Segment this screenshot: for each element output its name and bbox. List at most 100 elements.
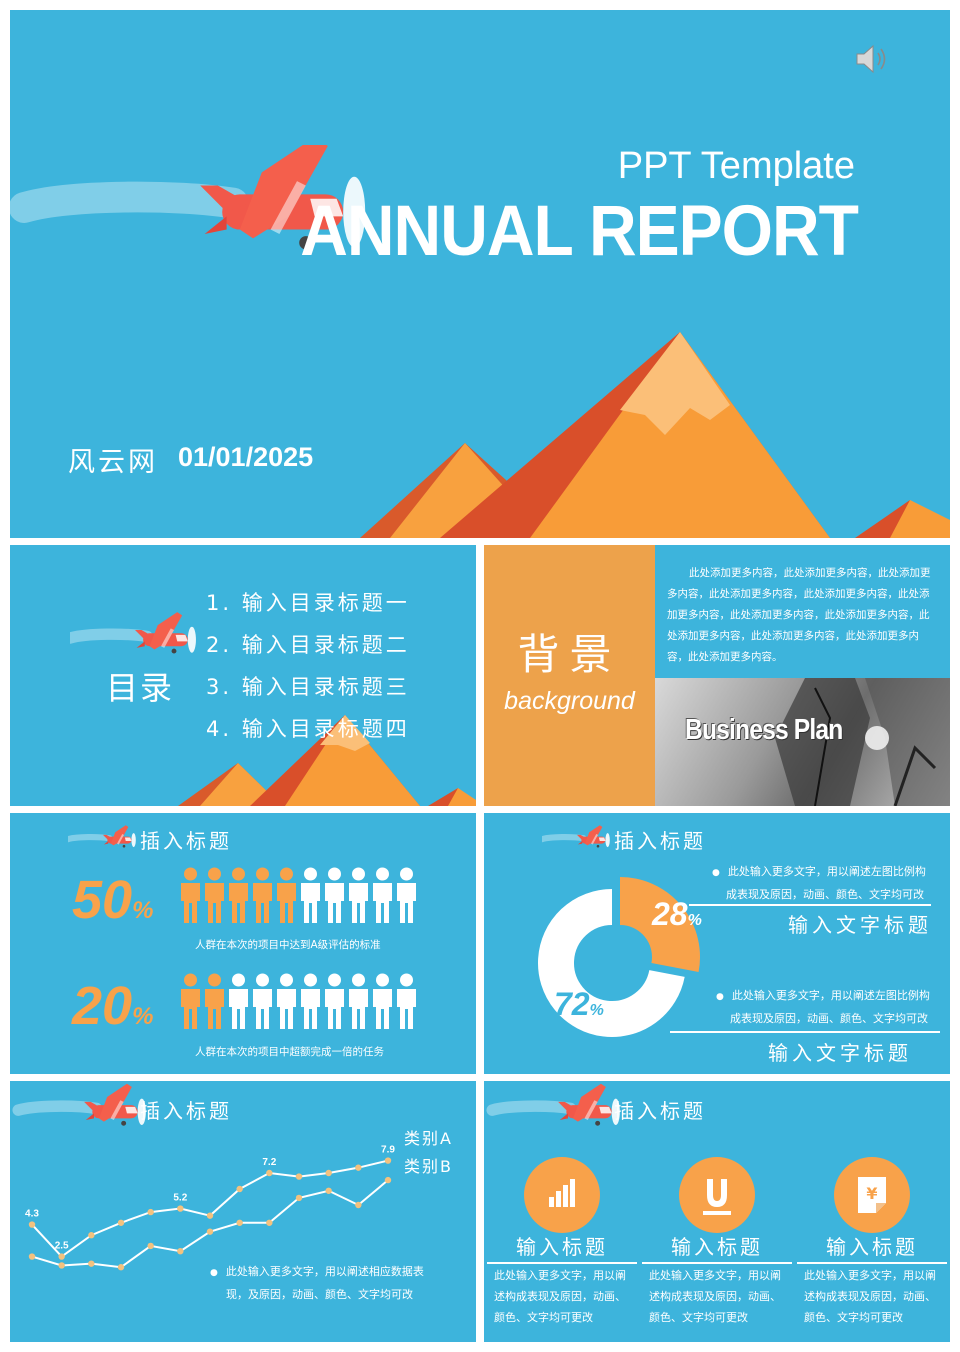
line-chart: 4.3 2.5 5.2 7.2 7.9 [25,1145,395,1271]
feature-circle-2[interactable] [679,1157,755,1233]
data-point [88,1232,95,1239]
note-text: 成表现及原因，动画、颜色、文字均可改 [726,888,924,901]
donut-note-2: ● 此处输入更多文字，用以阐述左图比例构 成表现及原因，动画、颜色、文字均可改 [716,985,930,1029]
person-icon [373,867,392,923]
data-point [325,1169,332,1177]
person-icon-highlighted [181,867,200,923]
slide-heading: 插入标题 [614,1099,706,1123]
icon-features-slide[interactable]: 插入标题 输入标题 此处输入更多文字，用以阐述构成表现及原因，动画、颜色、文字均… [484,1081,950,1342]
background-title: 背景 [517,630,622,679]
feature-description: 此处输入更多文字，用以阐述构成表现及原因，动画、颜色、文字均可更改 [494,1269,626,1324]
data-point [206,1228,214,1235]
data-point [325,1187,332,1194]
stat-percent-unit: % [132,897,154,924]
person-icon-highlighted [253,867,272,923]
person-icon [349,867,368,923]
person-icon [397,867,416,923]
data-label: 2.5 [55,1241,69,1252]
person-icon-highlighted [181,973,200,1029]
person-icon-highlighted [229,867,248,923]
author-name: 风云网 [68,447,158,478]
bar-chart-icon [549,1179,575,1207]
svg-text:¥: ¥ [866,1184,877,1203]
person-icon-highlighted [205,867,224,923]
person-icon [325,973,344,1029]
series-line-a [31,1159,389,1258]
toc-item-4[interactable]: 4. 输入目录标题四 [206,717,410,741]
report-title: ANNUAL REPORT [300,190,859,270]
data-label: 5.2 [173,1193,187,1204]
donut-label-1: 28% [651,896,702,932]
data-point [266,1169,273,1177]
data-point [28,1221,36,1228]
stat-row-2: 20% [72,975,153,1037]
toc-mountain-illustration [178,715,476,806]
toc-slide[interactable]: 目录 1. 输入目录标题一 2. 输入目录标题二 3. 输入目录标题三 4. 输… [10,545,476,806]
toc-item-1[interactable]: 1. 输入目录标题一 [206,591,410,615]
data-point [295,1173,303,1180]
text-block-title: 输入文字标题 [768,1041,912,1065]
feature-circle-3[interactable]: ¥ [834,1157,910,1233]
feature-circle-1[interactable] [524,1157,600,1233]
line-chart-slide[interactable]: 插入标题 4.3 2.5 5.2 7.2 7.9 类别A 类别B ● 此处输入更多文字，用… [10,1081,476,1342]
slide-heading: 插入标题 [140,829,232,853]
person-icon [229,973,248,1029]
data-label: 4.3 [25,1209,39,1220]
line-chart-note: ● 此处输入更多文字，用以阐述相应数据表 现，及原因，动画、颜色、文字均可改 [210,1261,424,1305]
person-icon [253,973,272,1029]
data-point [58,1262,65,1269]
background-title-panel [484,545,655,806]
feature-description: 此处输入更多文字，用以阐述构成表现及原因，动画、颜色、文字均可更改 [804,1269,936,1324]
note-text: 此处输入更多文字，用以阐述左图比例构 [727,865,926,878]
plane-icon [542,817,612,857]
person-icon [301,973,320,1029]
data-point [295,1194,303,1202]
stat-caption: 人群在本次的项目中超额完成一倍的任务 [195,1046,384,1058]
donut-chart-slide[interactable]: 插入标题 28% 72% ● 此处输入更多文字，用以阐述左图比例构 成表现及原因，动… [484,813,950,1074]
template-subtitle: PPT Template [617,145,855,187]
data-point [236,1185,243,1193]
toc-title: 目录 [106,669,175,707]
data-point [88,1260,95,1267]
person-icon-highlighted [205,973,224,1029]
background-body-text: 此处添加更多内容，此处添加更多内容，此处添加更多内容，此处添加更多内容，此处添加… [667,567,931,663]
magnet-icon [703,1179,731,1215]
background-slide[interactable]: 背景 background 此处添加更多内容，此处添加更多内容，此处添加更多内容… [484,545,950,806]
title-mountain-illustration [360,332,950,538]
data-point [355,1201,362,1209]
speaker-icon[interactable] [853,42,893,76]
stat-percent: 50 [72,870,133,930]
donut-slice-1 [618,877,700,972]
people-stats-slide[interactable]: 插入标题 50% 人群在本次的项目中达到A级评估的标准 20% 人群在本次的项目… [10,813,476,1074]
stat-row-1: 50% [72,869,153,931]
business-plan-image: Business Plan [655,678,950,806]
data-point [177,1248,184,1255]
person-icon [397,973,416,1029]
donut-slice-2 [538,889,685,1037]
stat-percent: 20 [72,976,133,1036]
plane-icon [68,817,138,857]
data-point [147,1242,154,1250]
data-point [266,1219,273,1226]
note-text: 现，及原因，动画、颜色、文字均可改 [226,1288,413,1301]
divider [670,1031,940,1033]
people-icons [180,973,417,1029]
toc-item-2[interactable]: 2. 输入目录标题二 [206,633,410,657]
legend-series-a: 类别A [404,1129,453,1148]
series-line-b [31,1179,389,1269]
background-subtitle: background [504,687,635,715]
toc-item-3[interactable]: 3. 输入目录标题三 [206,675,410,699]
slide-heading: 插入标题 [614,829,706,853]
person-icon [277,973,296,1029]
data-point [206,1212,214,1219]
yen-document-icon: ¥ [858,1177,886,1213]
note-text: 成表现及原因，动画、颜色、文字均可改 [730,1012,928,1025]
feature-title: 输入标题 [642,1231,792,1264]
divider [689,904,931,906]
data-label: 7.2 [262,1157,276,1168]
donut-note-1: ● 此处输入更多文字，用以阐述左图比例构 成表现及原因，动画、颜色、文字均可改 [712,861,926,905]
title-slide[interactable]: PPT Template ANNUAL REPORT 风云网 01/01/202… [10,10,950,538]
stat-caption: 人群在本次的项目中达到A级评估的标准 [195,939,381,951]
business-plan-text: Business Plan [685,714,843,746]
data-point [355,1164,362,1171]
